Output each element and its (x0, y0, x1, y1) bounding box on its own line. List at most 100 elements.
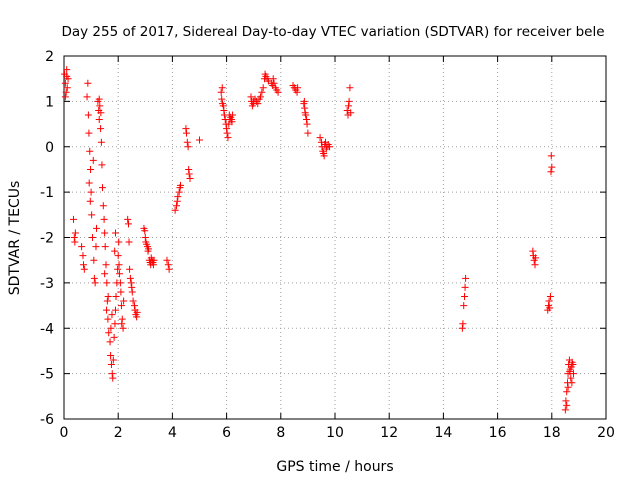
data-point (461, 292, 469, 300)
data-point (86, 197, 94, 205)
data-point (101, 270, 109, 278)
x-tick-label: 0 (60, 425, 69, 441)
data-point (83, 93, 91, 101)
data-point (84, 111, 92, 119)
data-point (270, 79, 278, 87)
data-point (141, 234, 149, 241)
data-point (529, 247, 537, 255)
data-point (93, 224, 101, 232)
data-point (164, 261, 172, 269)
data-point (101, 243, 109, 251)
data-point (568, 379, 576, 387)
data-point (163, 256, 171, 264)
data-point (129, 297, 137, 305)
x-tick-label: 4 (168, 425, 177, 441)
data-point (460, 302, 468, 310)
data-point (182, 125, 190, 133)
data-point (103, 306, 111, 314)
data-point (124, 215, 132, 223)
data-point (220, 106, 228, 114)
y-tick-label: -6 (40, 412, 54, 428)
data-points (61, 66, 577, 414)
data-point (218, 95, 226, 103)
x-tick-label: 12 (380, 425, 398, 441)
x-tick-label: 16 (489, 425, 507, 441)
data-point (185, 165, 193, 173)
data-point (320, 152, 328, 160)
y-tick-label: -5 (40, 367, 54, 383)
data-point (259, 84, 267, 92)
data-point (97, 125, 105, 133)
data-point (110, 333, 118, 341)
data-point (87, 165, 95, 173)
data-point (173, 197, 181, 205)
data-point (69, 215, 77, 223)
y-tick-label: -2 (40, 231, 54, 247)
data-point (61, 79, 69, 87)
data-point (545, 297, 553, 305)
data-point (269, 75, 277, 83)
data-point (461, 283, 469, 291)
data-point (109, 356, 117, 364)
data-point (97, 138, 105, 146)
data-point (149, 261, 157, 269)
data-point (98, 161, 106, 169)
data-point (111, 247, 119, 255)
data-point (62, 88, 70, 96)
data-point (462, 274, 470, 282)
x-tick-label: 6 (222, 425, 231, 441)
data-point (569, 361, 577, 369)
data-point (88, 211, 96, 219)
data-point (548, 163, 556, 171)
data-point (569, 370, 577, 378)
data-point (124, 220, 132, 228)
data-point (547, 152, 555, 160)
data-point (101, 229, 109, 237)
data-point (133, 313, 141, 321)
data-point (96, 102, 104, 110)
data-point (92, 243, 100, 251)
data-point (103, 279, 111, 287)
data-point (567, 374, 575, 382)
data-point (90, 256, 98, 264)
data-point (112, 292, 120, 300)
data-point (185, 170, 193, 178)
data-point (563, 401, 571, 409)
x-tick-label: 18 (543, 425, 561, 441)
gridlines (64, 56, 606, 419)
data-point (85, 129, 93, 137)
data-point (116, 270, 124, 278)
data-point (302, 111, 310, 119)
data-point (115, 238, 123, 246)
data-point (294, 84, 302, 92)
data-point (165, 265, 173, 273)
data-point (116, 279, 124, 287)
y-tick-label: 0 (45, 140, 54, 156)
data-point (105, 329, 113, 337)
data-point (223, 125, 231, 133)
data-point (98, 184, 106, 192)
data-point (458, 324, 466, 332)
data-point (345, 97, 353, 105)
data-point (172, 202, 180, 210)
data-point (186, 175, 194, 183)
data-point (145, 245, 153, 253)
data-point (566, 367, 574, 375)
chart-title: Day 255 of 2017, Sidereal Day-to-day VTE… (61, 24, 604, 40)
data-point (111, 229, 119, 237)
data-point (85, 179, 93, 187)
data-point (293, 88, 301, 96)
data-point (300, 97, 308, 105)
data-point (304, 129, 312, 137)
data-point (184, 143, 192, 151)
data-point (108, 311, 116, 319)
data-point (546, 292, 554, 300)
data-point (89, 156, 97, 164)
data-point (90, 274, 98, 282)
y-tick-label: -4 (40, 321, 54, 337)
data-point (108, 370, 116, 378)
data-point (141, 227, 149, 235)
data-point (171, 206, 179, 214)
